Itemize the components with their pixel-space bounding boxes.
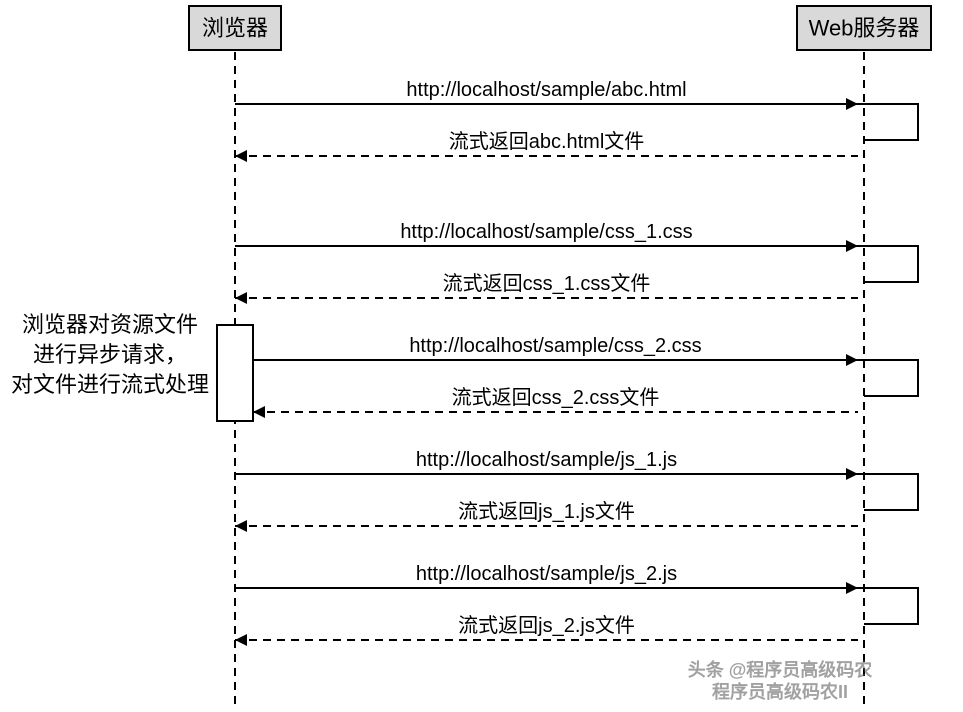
note-line-1: 进行异步请求，: [33, 342, 187, 367]
message-0-label: http://localhost/sample/abc.html: [406, 79, 686, 101]
message-9-label: 流式返回js_2.js文件: [458, 614, 635, 637]
note-line-2: 对文件进行流式处理: [11, 372, 209, 397]
message-3-label: 流式返回css_1.css文件: [443, 272, 651, 295]
message-7-label: 流式返回js_1.js文件: [458, 500, 635, 523]
message-2-label: http://localhost/sample/css_1.css: [400, 221, 692, 243]
browser-activation: [217, 325, 253, 421]
server-self-loop-4: [858, 360, 918, 396]
watermark-line-1: 程序员高级码农II: [712, 681, 848, 702]
server-label: Web服务器: [809, 16, 920, 41]
message-5-label: 流式返回css_2.css文件: [452, 386, 660, 409]
message-1-label: 流式返回abc.html文件: [449, 130, 645, 153]
server-self-loop-6: [858, 474, 918, 510]
message-8-label: http://localhost/sample/js_2.js: [416, 563, 677, 585]
message-6-label: http://localhost/sample/js_1.js: [416, 449, 677, 471]
server-self-loop-0: [858, 104, 918, 140]
watermark-line-0: 头条 @程序员高级码农: [688, 659, 873, 680]
server-self-loop-2: [858, 246, 918, 282]
browser-label: 浏览器: [202, 16, 268, 41]
server-self-loop-8: [858, 588, 918, 624]
message-4-label: http://localhost/sample/css_2.css: [409, 335, 701, 357]
note-line-0: 浏览器对资源文件: [22, 312, 198, 337]
